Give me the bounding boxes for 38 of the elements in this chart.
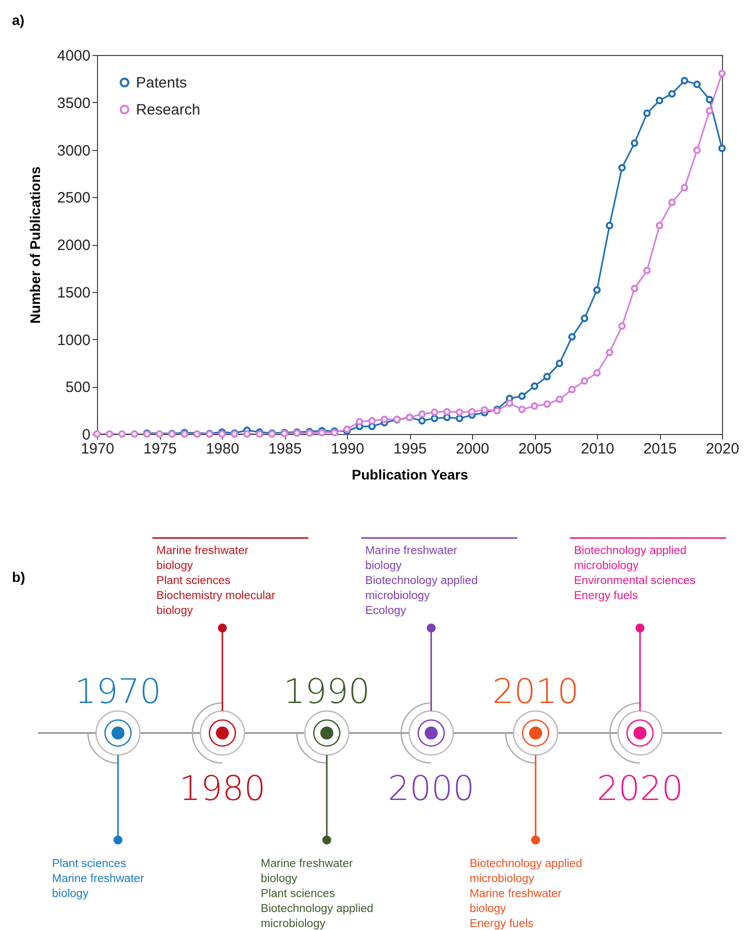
- x-tick-label: 1975: [143, 440, 177, 458]
- y-tick-label: 1000: [57, 332, 90, 349]
- text: Biotechnology applied microbiology Environmental sciences Energy fuels: [574, 545, 696, 602]
- category-label: 2000: [388, 769, 474, 809]
- x-tick-label: 1985: [268, 440, 302, 458]
- y-tick-label: 3000: [57, 142, 90, 160]
- y-tick-label: 2000: [57, 237, 90, 254]
- category-label: 2020: [596, 769, 684, 809]
- category-label: 1990: [284, 672, 370, 712]
- y-tick-label: 3500: [57, 94, 90, 112]
- x-tick-label: 2010: [580, 440, 614, 458]
- text: b): [12, 569, 26, 585]
- x-tick-label: 2005: [518, 440, 552, 458]
- text: Plant sciences Marine freshwater biology: [52, 858, 144, 900]
- x-tick-label: 1970: [80, 440, 114, 458]
- y-tick-label: 1500: [57, 284, 90, 302]
- text: Biotechnology applied microbiology Marine freshwater biology Energy fuels: [470, 858, 582, 930]
- text: Marine freshwater biology Plant sciences Biotechnology applied microbiology: [260, 858, 374, 930]
- x-axis-title: Publication Years: [352, 466, 468, 482]
- category-label: 1970: [74, 672, 162, 712]
- x-tick-label: 2015: [643, 440, 677, 458]
- category-label: 1980: [179, 769, 266, 809]
- x-tick-label: 2020: [706, 440, 740, 458]
- y-tick-label: 4000: [57, 48, 90, 64]
- x-tick-label: 1980: [206, 440, 240, 458]
- text: Marine freshwater biology Biotechnology applied microbiology Ecology: [365, 545, 478, 617]
- y-tick-label: 0: [82, 426, 90, 444]
- chart-title: a): [12, 12, 24, 28]
- y-tick-label: 500: [65, 379, 90, 396]
- y-axis-title: Number of Publications: [27, 166, 44, 324]
- x-tick-label: 2000: [456, 440, 490, 458]
- category-label: 2010: [492, 672, 579, 712]
- legend-label: Research: [136, 102, 200, 118]
- y-tick-label: 2500: [57, 190, 90, 207]
- x-tick-label: 1995: [393, 440, 427, 458]
- x-tick-label: 1990: [330, 440, 364, 458]
- text: Marine freshwater biology Plant sciences Biochemistry molecular biology: [156, 545, 276, 617]
- legend-label: Patents: [136, 74, 187, 92]
